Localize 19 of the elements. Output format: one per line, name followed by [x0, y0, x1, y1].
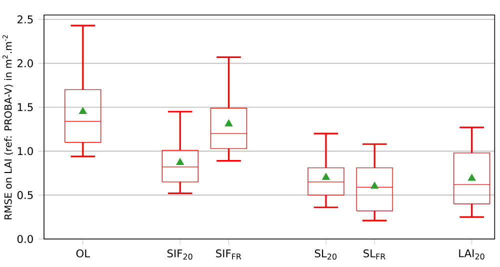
x-tick-label: SL$_{20}$ — [314, 249, 337, 260]
y-tick-label: 0.5 — [17, 191, 33, 200]
y-tick-label: 1.0 — [18, 147, 33, 156]
x-tick-label: SIF$_{FR}$ — [216, 249, 242, 260]
x-tick-label: SIF$_{20}$ — [167, 249, 192, 260]
y-tick-label: 2.5 — [18, 15, 33, 24]
y-tick-label: 0.0 — [17, 234, 33, 244]
point — [468, 174, 476, 181]
point — [370, 182, 379, 189]
x-tick-label: OL — [76, 249, 90, 258]
x-tick-label: LAI$_{20}$ — [459, 249, 484, 260]
point — [224, 119, 233, 126]
y-tick-label: 2.0 — [18, 59, 33, 68]
y-axis-title: RMSE on LAI (ref: PROBA-V) in m$^{2}$.m$^{-2}$ — [2, 35, 13, 220]
x-tick-label: SL$_{FR}$ — [364, 249, 386, 260]
point — [78, 107, 87, 114]
point — [176, 158, 184, 165]
y-tick-label: 1.5 — [18, 103, 33, 112]
point — [322, 172, 330, 180]
